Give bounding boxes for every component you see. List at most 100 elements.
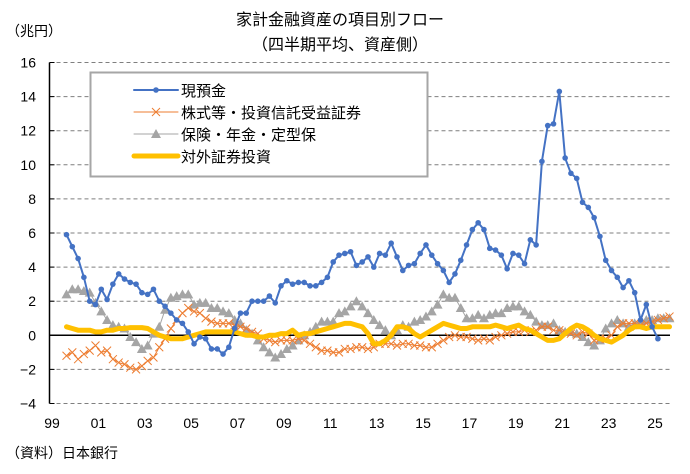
data-point <box>579 199 586 206</box>
data-point <box>131 337 142 347</box>
data-point <box>108 354 118 364</box>
data-point <box>224 319 234 328</box>
data-point <box>339 306 350 316</box>
data-point <box>433 339 442 349</box>
data-point <box>417 250 423 257</box>
data-point <box>491 332 500 342</box>
x-axis-ticks: 99 01 03 05 07 09 11 13 15 17 19 21 23 25 <box>44 415 663 431</box>
data-point <box>554 325 564 335</box>
data-point <box>521 260 528 267</box>
data-point <box>214 346 221 352</box>
x-tick-label: 09 <box>276 415 292 431</box>
data-point <box>328 316 339 326</box>
data-point <box>125 363 135 373</box>
data-point <box>498 252 505 258</box>
data-point <box>144 291 151 298</box>
data-point <box>142 340 153 350</box>
data-point <box>156 298 163 305</box>
x-tick-label: 05 <box>183 415 199 431</box>
x-tick-label: 17 <box>462 415 478 431</box>
data-point <box>293 335 304 345</box>
data-point <box>399 267 406 274</box>
data-point <box>481 226 487 233</box>
y-tick-label: 4 <box>28 259 36 275</box>
data-point <box>600 323 611 333</box>
data-point <box>426 306 437 316</box>
data-point <box>353 262 360 269</box>
data-point <box>218 306 229 316</box>
data-point <box>310 321 321 331</box>
series-line <box>64 320 672 347</box>
data-point <box>110 281 116 287</box>
y-axis-unit-label: （兆円） <box>6 24 62 40</box>
y-tick-label: 10 <box>20 157 36 173</box>
y-tick-label: 0 <box>28 327 36 343</box>
data-point <box>585 204 592 211</box>
data-point <box>272 300 279 306</box>
data-point <box>382 252 389 258</box>
data-point <box>444 332 454 342</box>
data-point <box>572 330 582 340</box>
data-point <box>519 306 530 316</box>
data-point <box>220 351 226 357</box>
data-point <box>258 342 269 352</box>
data-point <box>96 347 106 357</box>
y-tick-label: 12 <box>20 123 36 139</box>
x-tick-label: 99 <box>44 415 60 431</box>
x-tick-label: 11 <box>323 415 338 431</box>
x-tick-label: 15 <box>415 415 431 431</box>
data-point <box>449 292 460 302</box>
data-point <box>237 310 244 316</box>
data-point <box>133 281 139 287</box>
data-point <box>637 317 644 323</box>
data-point <box>502 329 512 338</box>
data-point <box>374 320 385 330</box>
data-point <box>550 121 557 127</box>
data-point <box>612 314 623 324</box>
data-point <box>380 325 391 335</box>
data-point <box>478 313 489 323</box>
data-point <box>318 279 325 286</box>
data-point <box>473 309 484 319</box>
data-point <box>200 297 211 307</box>
data-point <box>324 274 331 281</box>
data-point <box>264 347 275 357</box>
data-point <box>365 254 371 260</box>
data-point <box>496 308 507 318</box>
data-point <box>568 170 574 177</box>
data-point <box>434 260 441 267</box>
data-point <box>295 279 302 286</box>
data-point <box>452 271 458 277</box>
y-tick-label: 14 <box>20 89 36 105</box>
data-point <box>606 318 617 328</box>
data-point <box>440 267 447 274</box>
data-point <box>346 344 355 354</box>
data-point <box>597 233 603 240</box>
data-point <box>462 332 471 342</box>
data-point <box>107 320 118 330</box>
data-point <box>284 277 290 284</box>
y-tick-label: 8 <box>28 191 36 207</box>
data-point <box>102 346 112 355</box>
source-note: （資料）日本銀行 <box>6 446 118 462</box>
data-point <box>539 158 545 165</box>
data-point <box>342 250 348 257</box>
data-point <box>589 340 600 350</box>
data-point <box>201 313 211 323</box>
data-point <box>276 349 287 359</box>
data-point <box>649 323 655 330</box>
data-point <box>428 252 435 258</box>
data-point <box>357 342 367 352</box>
data-point <box>357 301 368 311</box>
data-point <box>183 289 194 299</box>
data-point <box>231 325 238 332</box>
legend-marker <box>153 87 159 93</box>
data-point <box>612 322 622 332</box>
data-point <box>69 243 76 250</box>
data-point <box>212 303 223 313</box>
data-point <box>457 257 464 264</box>
data-point <box>415 341 425 350</box>
data-point <box>150 286 157 293</box>
series-group <box>61 88 675 374</box>
data-point <box>115 271 122 277</box>
